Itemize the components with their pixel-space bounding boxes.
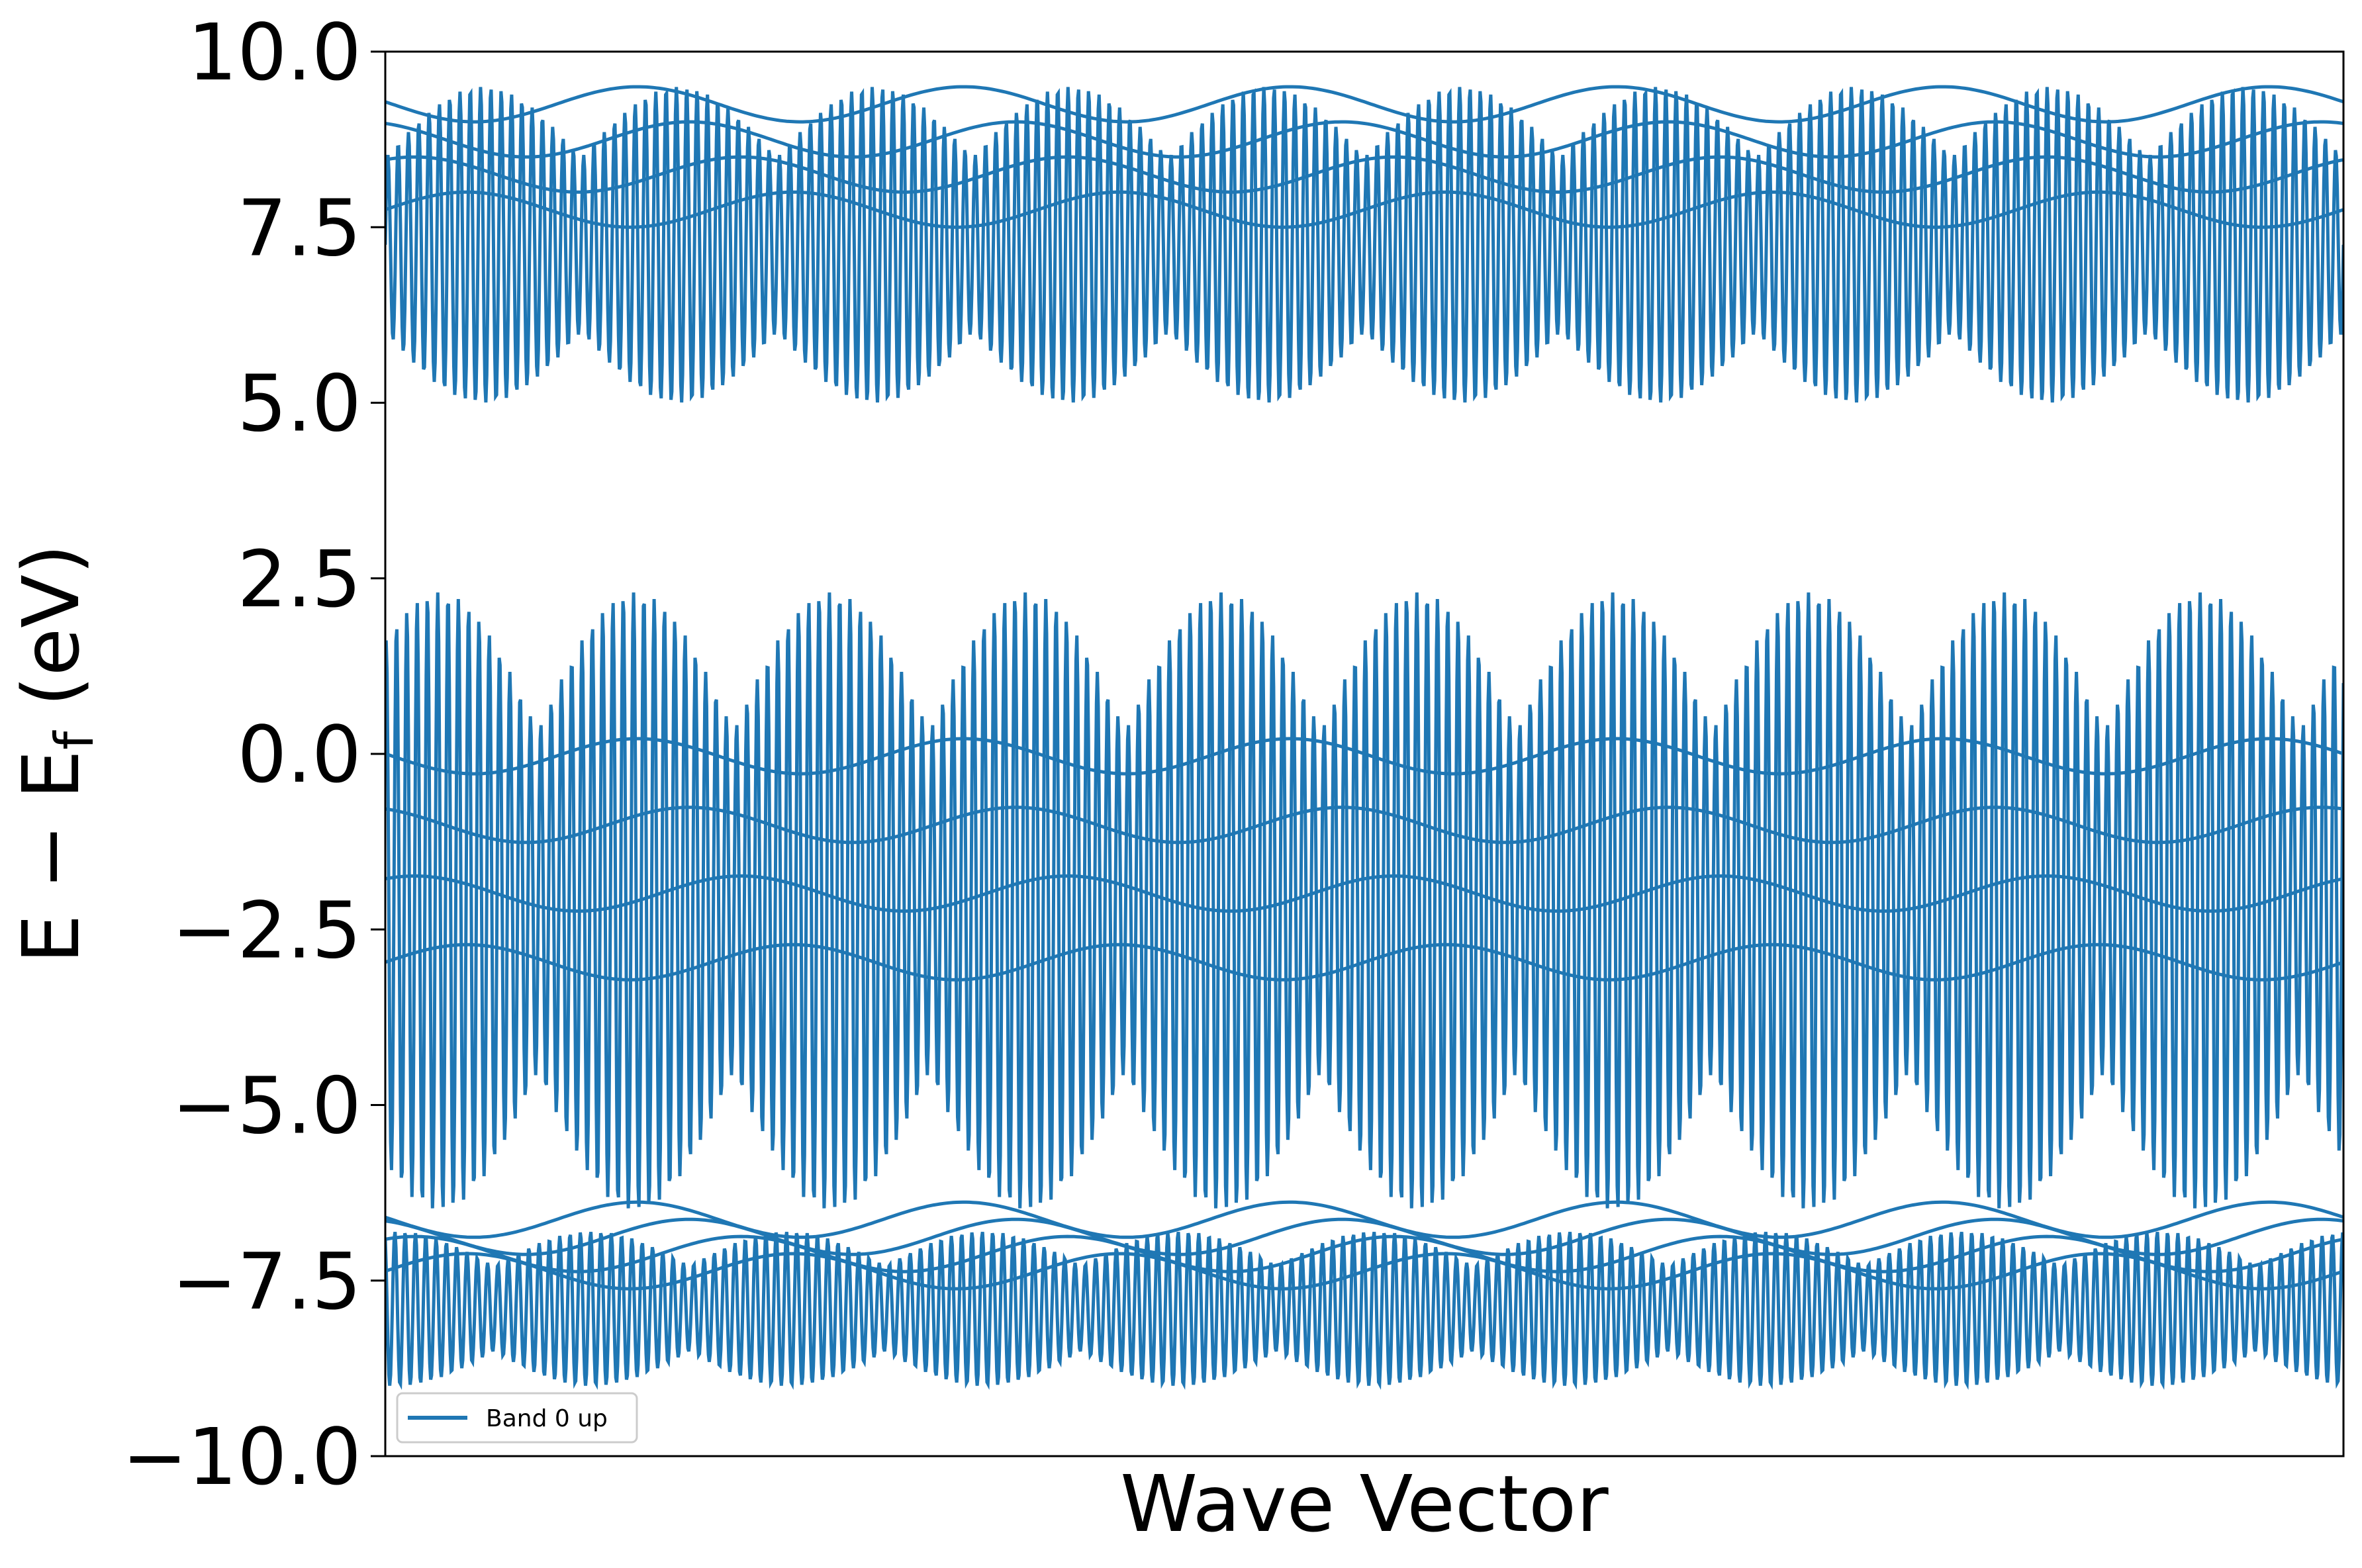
y-axis-label-main: E − E — [5, 750, 97, 964]
band-subline — [385, 1217, 2343, 1256]
band-line — [385, 87, 2343, 403]
band-line — [385, 592, 2343, 1209]
y-axis-label-unit: (eV) — [5, 544, 97, 731]
y-tick-label: 5.0 — [237, 358, 361, 449]
band-subline — [385, 943, 2343, 982]
band-subline — [385, 120, 2343, 159]
band-subline — [385, 1200, 2343, 1239]
band-subline — [385, 190, 2343, 229]
y-axis-ticks: −10.0 −7.5 −5.0 −2.5 0.0 2.5 5.0 7.5 10.0 — [122, 7, 385, 1502]
band-subline — [385, 85, 2343, 124]
band-subline — [385, 874, 2343, 913]
legend-box — [396, 1392, 638, 1444]
y-axis-label-subscript: f — [44, 730, 105, 750]
band-subline — [385, 737, 2343, 776]
y-tick-label: −2.5 — [171, 884, 361, 976]
y-tick-label: −5.0 — [171, 1060, 361, 1152]
band-series-group — [385, 85, 2343, 1390]
y-tick-label: −10.0 — [122, 1411, 361, 1502]
band-subline — [385, 155, 2343, 194]
band-subline — [385, 806, 2343, 845]
legend: Band 0 up — [396, 1392, 638, 1444]
band-subline — [385, 1234, 2343, 1273]
band-subline — [385, 1252, 2343, 1291]
y-tick-label: 2.5 — [237, 533, 361, 625]
y-axis-label: E − Ef (eV) — [5, 544, 105, 964]
y-tick-label: 7.5 — [237, 182, 361, 273]
y-tick-label: −7.5 — [171, 1236, 361, 1327]
y-tick-label: 0.0 — [237, 709, 361, 800]
x-axis-label: Wave Vector — [1120, 1458, 1609, 1549]
y-tick-label: 10.0 — [187, 7, 361, 98]
legend-label: Band 0 up — [486, 1405, 608, 1432]
